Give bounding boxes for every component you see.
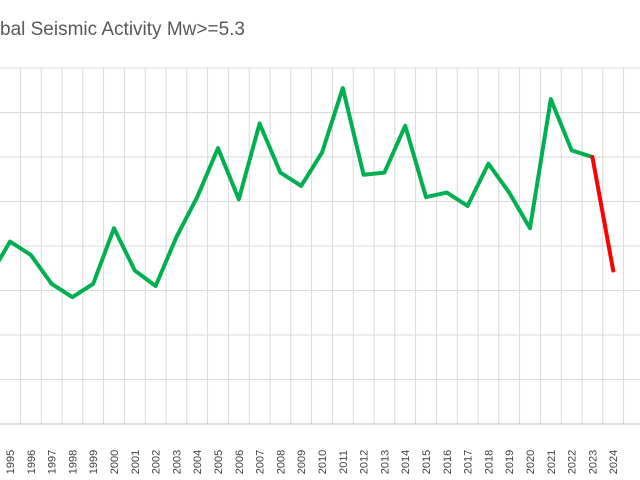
x-tick-label: 2005: [213, 450, 225, 474]
x-tick-label: 2011: [338, 450, 350, 474]
chart-title: bal Seismic Activity Mw>=5.3: [0, 19, 245, 40]
x-tick-label: 2016: [442, 450, 454, 474]
x-tick-label: 2007: [255, 450, 267, 474]
x-tick-label: 2003: [171, 450, 183, 474]
x-tick-label: 2023: [587, 450, 599, 474]
x-tick-label: 1999: [88, 450, 100, 474]
x-tick-label: 2012: [359, 450, 371, 474]
x-tick-label: 2000: [109, 450, 121, 474]
x-tick-label: 2022: [567, 450, 579, 474]
x-tick-label: 1995: [5, 450, 17, 474]
x-tick-label: 2010: [317, 450, 329, 474]
x-tick-label: 2001: [130, 450, 142, 474]
series-line-mw-5-3: [0, 86, 595, 300]
x-tick-label: 2021: [546, 450, 558, 474]
x-tick-label: 2009: [296, 450, 308, 474]
x-tick-label: 2004: [192, 450, 204, 474]
x-tick-label: 2006: [234, 450, 246, 474]
x-tick-label: 2020: [525, 450, 537, 474]
x-tick-label: 1998: [67, 450, 79, 474]
x-tick-label: 1997: [47, 450, 59, 474]
x-tick-label: 2013: [379, 450, 391, 474]
series-line-2024: [590, 155, 616, 273]
x-tick-label: 1996: [26, 450, 38, 474]
x-tick-label: 2014: [400, 450, 412, 474]
x-tick-label: 2017: [463, 450, 475, 474]
x-tick-label: 2018: [483, 450, 495, 474]
x-tick-label: 2002: [151, 450, 163, 474]
x-tick-label: 2008: [275, 450, 287, 474]
x-tick-label: 2015: [421, 450, 433, 474]
x-tick-label: 2019: [504, 450, 516, 474]
x-tick-label: 2024: [608, 450, 620, 474]
